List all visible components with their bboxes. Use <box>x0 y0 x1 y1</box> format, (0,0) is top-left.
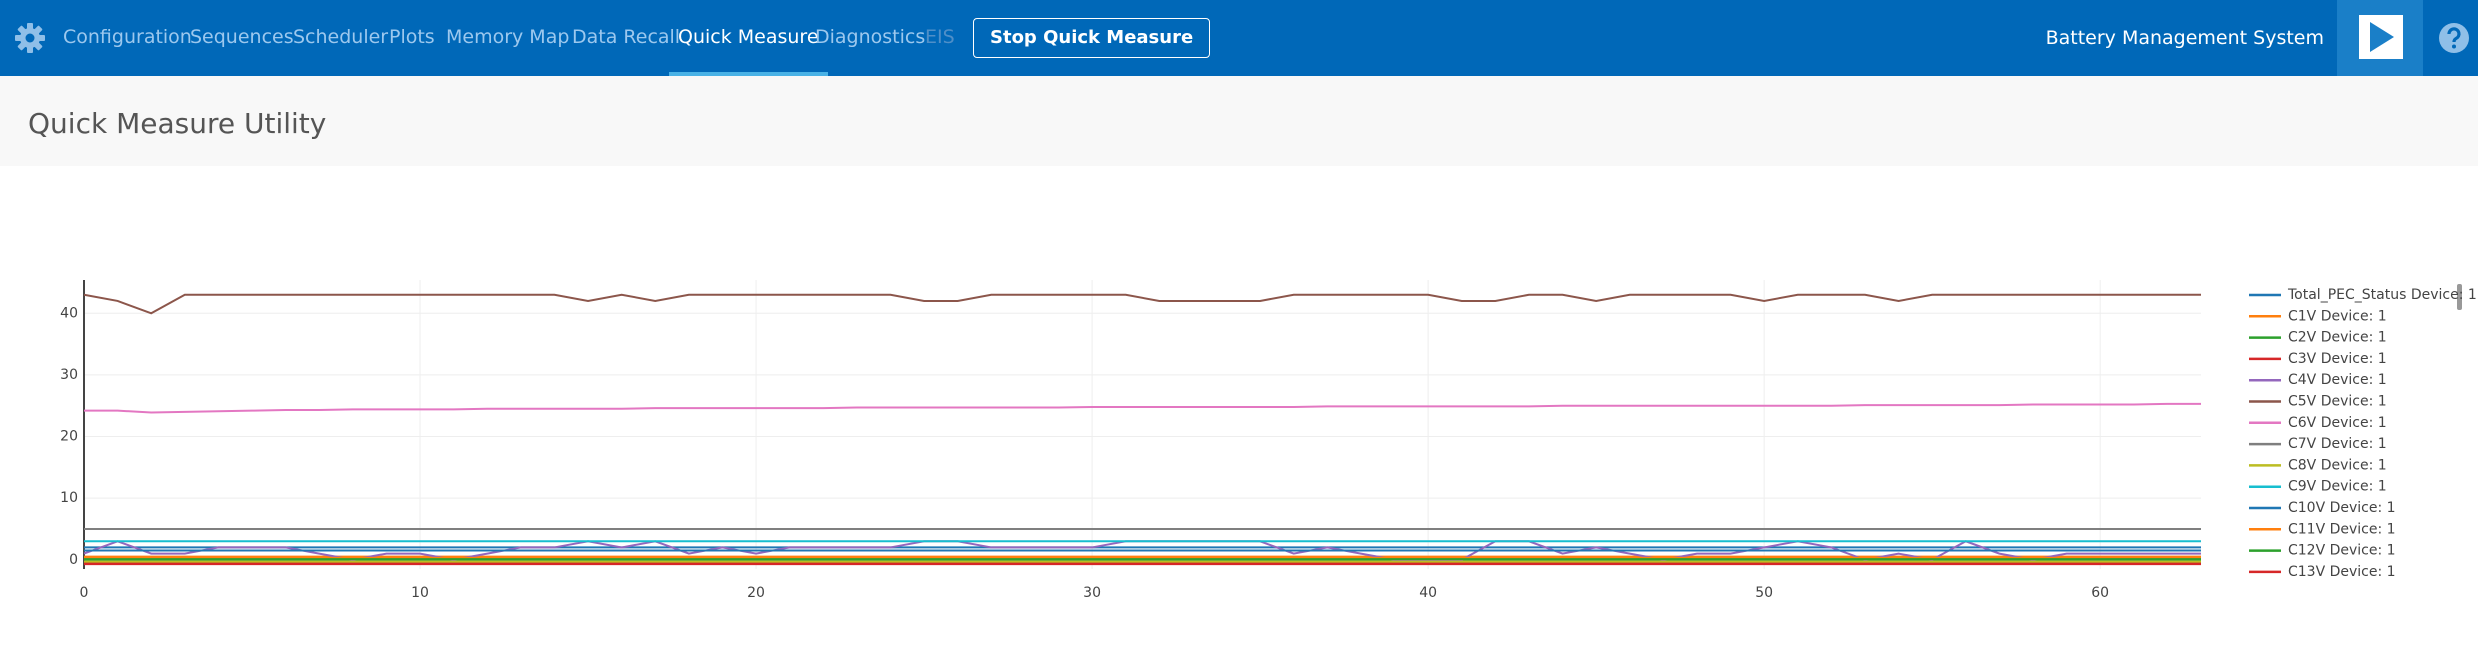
series-line <box>84 402 2201 414</box>
nav-item[interactable]: Data Recall <box>572 26 681 48</box>
legend-label: C5V Device: 1 <box>2288 394 2387 410</box>
legend-label: C7V Device: 1 <box>2288 436 2387 452</box>
nav-item[interactable]: Plots <box>389 26 435 48</box>
legend-label: C1V Device: 1 <box>2288 308 2387 324</box>
series-line <box>83 540 2201 561</box>
play-icon <box>2359 15 2403 59</box>
nav-item[interactable]: Scheduler <box>293 26 389 48</box>
x-tick-label: 60 <box>2091 585 2109 601</box>
y-tick-label: 20 <box>60 429 78 445</box>
legend-label: C12V Device: 1 <box>2288 543 2396 559</box>
series-line <box>83 293 2201 315</box>
x-tick-label: 10 <box>411 585 429 601</box>
legend-label: C11V Device: 1 <box>2288 521 2396 537</box>
settings-icon[interactable] <box>14 22 46 54</box>
nav-item[interactable]: Configuration <box>63 26 192 48</box>
stop-button[interactable]: Stop Quick Measure <box>973 18 1211 58</box>
legend-label: Total_PEC_Status Device: 1 <box>2287 287 2477 303</box>
nav-item[interactable]: Diagnostics <box>815 26 926 48</box>
x-tick-label: 30 <box>1083 585 1101 601</box>
nav-item[interactable]: Quick Measure <box>669 0 828 76</box>
legend-label: C8V Device: 1 <box>2288 457 2387 473</box>
legend-label: C13V Device: 1 <box>2288 564 2396 580</box>
y-tick-label: 10 <box>60 490 78 506</box>
legend-label: C9V Device: 1 <box>2288 479 2387 495</box>
legend-label: C6V Device: 1 <box>2288 415 2387 431</box>
nav-item[interactable]: EIS <box>925 26 955 48</box>
x-tick-label: 50 <box>1755 585 1773 601</box>
legend-label: C3V Device: 1 <box>2288 351 2387 367</box>
nav-item[interactable]: Sequences <box>190 26 294 48</box>
title-band: Quick Measure Utility <box>0 76 2478 166</box>
y-tick-label: 40 <box>60 305 78 321</box>
x-tick-label: 40 <box>1419 585 1437 601</box>
legend-label: C4V Device: 1 <box>2288 372 2387 388</box>
app-title: Battery Management System <box>2045 27 2324 49</box>
x-tick-label: 0 <box>80 585 89 601</box>
x-tick-label: 20 <box>747 585 765 601</box>
legend-label: C10V Device: 1 <box>2288 500 2396 516</box>
y-tick-label: 0 <box>69 552 78 568</box>
help-icon[interactable] <box>2438 22 2470 54</box>
nav-item[interactable]: Memory Map <box>446 26 570 48</box>
run-button[interactable] <box>2337 0 2423 76</box>
page-title: Quick Measure Utility <box>28 107 327 140</box>
legend-label: C2V Device: 1 <box>2288 330 2387 346</box>
navbar: Configuration Sequences Scheduler Plots Memo… <box>0 0 2478 76</box>
y-tick-label: 30 <box>60 367 78 383</box>
legend-scrollbar <box>2457 284 2462 310</box>
